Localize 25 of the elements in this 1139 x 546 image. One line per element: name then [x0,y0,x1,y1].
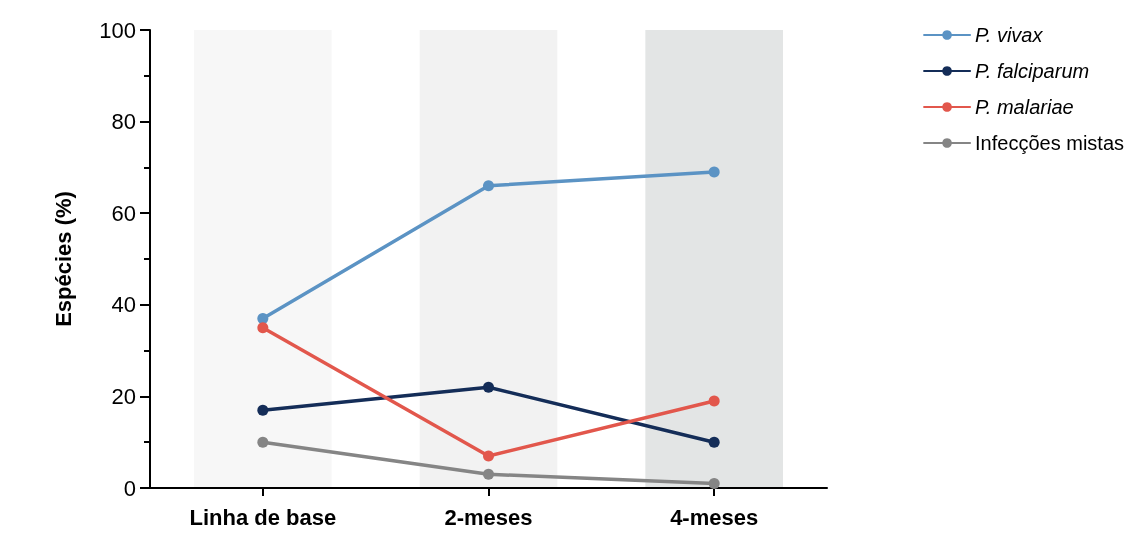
y-axis-title: Espécies (%) [50,191,76,327]
point [257,436,269,448]
point [708,395,720,407]
y-tick-label: 0 [123,475,136,501]
x-tick-label: 4-meses [670,504,759,530]
legend-label: P. falciparum [975,60,1090,82]
point [483,450,494,462]
point [483,180,494,192]
legend-label: P. vivax [975,24,1044,46]
point [708,166,720,178]
x-tick-label: Linha de base [189,504,337,530]
y-tick-label: 80 [111,109,136,135]
y-tick-label: 20 [111,383,136,409]
point [483,381,494,393]
legend-label: P. malariae [975,96,1074,118]
y-tick-label: 40 [111,292,136,318]
point [257,322,269,334]
y-tick-label: 60 [111,200,136,226]
x-tick-label: 2-meses [444,504,533,530]
y-tick-label: 100 [99,17,136,43]
legend-label: Infecções mistas [975,132,1125,154]
point [257,404,269,416]
point [708,477,720,489]
point [708,436,720,448]
point [483,468,494,480]
